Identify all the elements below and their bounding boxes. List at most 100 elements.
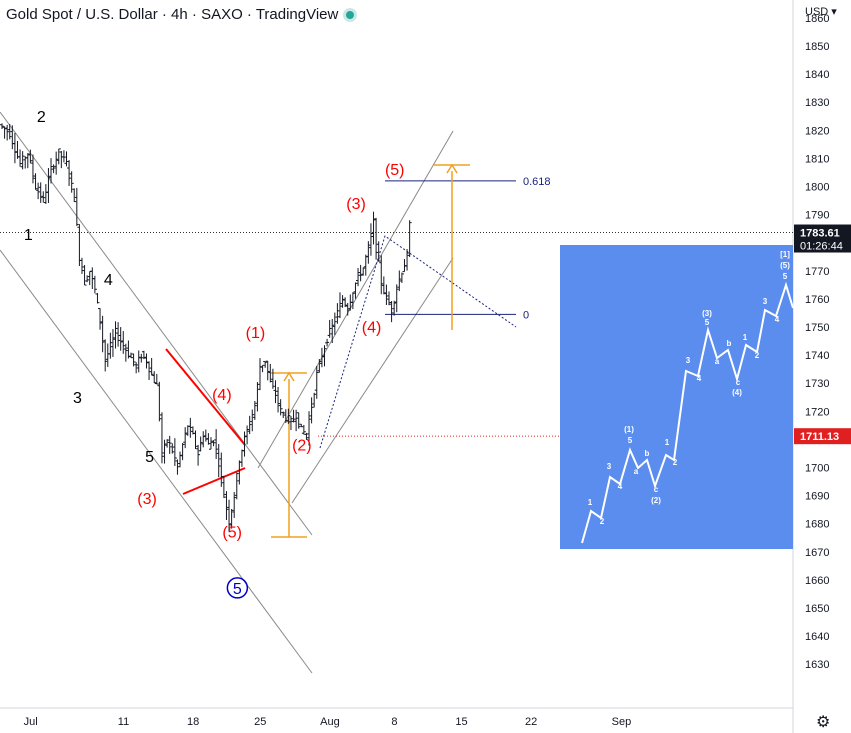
- channel-lines: [0, 111, 454, 674]
- inset-wave-label: c: [736, 378, 741, 387]
- price-bar: [356, 268, 361, 287]
- price-bar: [389, 301, 394, 323]
- inset-wave-label: 3: [607, 462, 612, 471]
- wave-label: 5: [145, 449, 154, 466]
- price-bar: [229, 508, 234, 529]
- price-bar: [402, 259, 407, 273]
- inset-wave-label: 1: [743, 333, 748, 342]
- circled-wave-ring: [226, 577, 249, 599]
- price-bar: [85, 275, 90, 283]
- price-bar: [252, 400, 257, 420]
- projection-inset-background: [560, 245, 793, 549]
- horizontal-levels: [0, 232, 793, 437]
- price-bar: [149, 357, 154, 376]
- price-bar: [121, 331, 126, 354]
- price-bar: [247, 415, 252, 435]
- price-bar: [18, 149, 23, 167]
- price-bar: [116, 322, 121, 347]
- chart-title: Gold Spot / U.S. Dollar · 4h · SAXO · Tr…: [6, 6, 355, 23]
- chevron-down-icon: ▾: [831, 6, 837, 18]
- price-bar: [281, 411, 286, 418]
- x-tick-label: 18: [187, 716, 199, 728]
- price-bar: [291, 409, 296, 423]
- price-bar: [358, 264, 363, 282]
- price-bar: [309, 397, 314, 424]
- price-bar: [294, 409, 299, 432]
- price-bar: [154, 373, 159, 385]
- inset-wave-label: [1]: [780, 250, 790, 259]
- price-bar: [337, 292, 342, 319]
- price-bar: [38, 182, 43, 203]
- price-bar: [69, 171, 74, 193]
- wave-label: 2: [37, 109, 46, 126]
- y-tick-label: 1680: [805, 519, 829, 531]
- price-bar: [180, 443, 185, 461]
- price-bar: [175, 459, 180, 475]
- price-bar: [108, 332, 113, 359]
- price-bar: [314, 365, 319, 399]
- price-bar: [379, 255, 384, 295]
- price-bar: [242, 431, 247, 457]
- inset-wave-label: 2: [673, 458, 678, 467]
- price-bar: [46, 168, 51, 204]
- current-price-value: 1783.61: [800, 228, 840, 240]
- y-tick-label: 1730: [805, 378, 829, 390]
- price-bar: [224, 491, 229, 520]
- x-tick-label: Jul: [24, 716, 38, 728]
- inset-wave-label: 2: [600, 517, 605, 526]
- price-bar: [381, 276, 386, 295]
- currency-selector[interactable]: USD ▾: [805, 5, 837, 18]
- price-bar: [147, 361, 152, 381]
- x-tick-label: Sep: [612, 716, 632, 728]
- fibonacci-projection: 0.618 0: [271, 163, 551, 538]
- x-tick-label: 22: [525, 716, 537, 728]
- market-open-status-icon: [346, 11, 355, 20]
- price-bar: [59, 151, 64, 169]
- gear-icon[interactable]: ⚙: [816, 714, 831, 731]
- price-bar: [51, 164, 56, 174]
- inset-wave-label: 5: [783, 272, 788, 281]
- y-tick-label: 1640: [805, 631, 829, 643]
- price-bar: [227, 499, 232, 532]
- inset-wave-label: 2: [755, 351, 760, 360]
- x-tick-label: 15: [455, 716, 467, 728]
- y-tick-label: 1850: [805, 41, 829, 53]
- price-bar: [136, 350, 141, 373]
- price-bar: [374, 217, 379, 260]
- price-bar: [7, 124, 12, 140]
- inset-wave-label: 3: [686, 356, 691, 365]
- price-bar: [250, 409, 255, 432]
- price-bar: [286, 408, 291, 424]
- price-bar: [301, 424, 306, 435]
- price-bar: [90, 267, 95, 290]
- price-bar: [317, 359, 322, 373]
- wave-label: (4): [362, 320, 382, 337]
- price-bar: [211, 440, 216, 447]
- price-bar: [296, 412, 301, 429]
- price-bar: [405, 248, 410, 271]
- bar-countdown: 01:26:44: [800, 241, 843, 253]
- price-bar: [263, 361, 268, 368]
- price-bar: [193, 430, 198, 450]
- price-bar: [319, 347, 324, 368]
- inset-wave-label: 4: [618, 482, 623, 491]
- price-bar: [353, 282, 358, 299]
- price-bar: [343, 297, 348, 308]
- price-bar: [270, 368, 275, 389]
- price-bar: [183, 427, 188, 449]
- price-bar: [139, 353, 144, 363]
- price-bar: [74, 187, 79, 227]
- y-tick-label: 1820: [805, 125, 829, 137]
- y-tick-label: 1630: [805, 659, 829, 671]
- circled-wave-label: 5: [233, 581, 242, 598]
- price-bar: [304, 432, 309, 440]
- price-bar: [33, 173, 38, 190]
- price-bar: [245, 425, 250, 445]
- y-tick-label: 1770: [805, 266, 829, 278]
- price-bar: [49, 158, 54, 184]
- wave-label: (3): [346, 196, 366, 213]
- triangle-line-upper: [165, 348, 246, 446]
- inset-wave-label: a: [634, 467, 639, 476]
